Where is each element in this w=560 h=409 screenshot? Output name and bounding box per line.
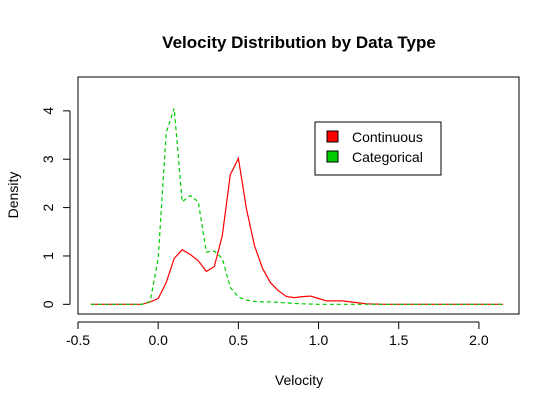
y-tick-label: 4 bbox=[40, 107, 56, 115]
legend-label-categorical: Categorical bbox=[352, 149, 423, 165]
legend-swatch-categorical bbox=[326, 150, 339, 163]
legend-box bbox=[314, 121, 442, 176]
x-tick-label: 1.5 bbox=[389, 332, 409, 348]
x-tick-label: 1.0 bbox=[309, 332, 329, 348]
x-axis-label: Velocity bbox=[275, 372, 323, 388]
legend-swatch-continuous bbox=[326, 130, 339, 143]
x-axis: -0.5 0.0 0.5 1.0 1.5 2.0 bbox=[66, 321, 489, 348]
chart-title: Velocity Distribution by Data Type bbox=[162, 33, 436, 52]
y-tick-label: 1 bbox=[40, 252, 56, 260]
legend: Continuous Categorical bbox=[314, 121, 442, 176]
plot-frame bbox=[77, 76, 520, 315]
x-tick-label: -0.5 bbox=[66, 332, 90, 348]
series-layer bbox=[90, 108, 503, 305]
y-tick-label: 3 bbox=[40, 155, 56, 163]
y-tick-label: 0 bbox=[40, 300, 56, 308]
y-axis: 0 1 2 3 4 bbox=[40, 107, 71, 308]
x-tick-label: 0.0 bbox=[148, 332, 168, 348]
x-tick-label: 2.0 bbox=[469, 332, 489, 348]
series-line-continuous bbox=[90, 156, 503, 305]
y-tick-label: 2 bbox=[40, 203, 56, 211]
legend-label-continuous: Continuous bbox=[352, 129, 423, 145]
y-axis-label: Density bbox=[5, 172, 21, 219]
x-tick-label: 0.5 bbox=[229, 332, 249, 348]
